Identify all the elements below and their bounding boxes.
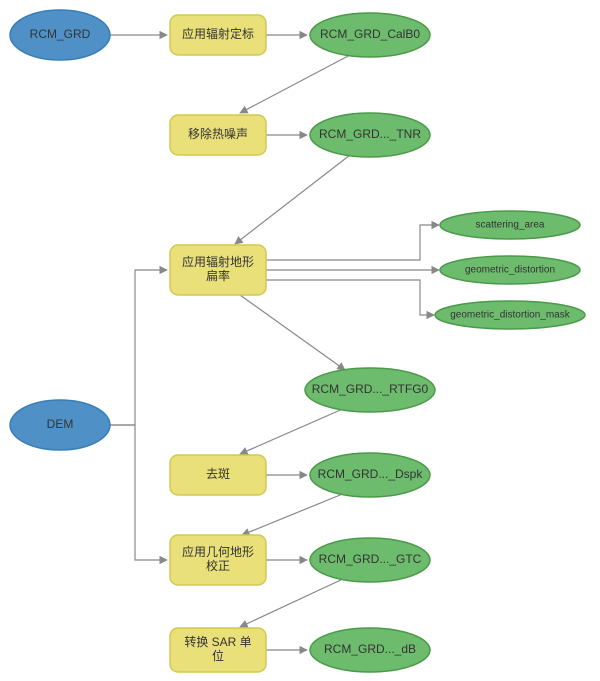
node-label-o_gtc: RCM_GRD..._GTC	[319, 552, 422, 566]
node-o_scat: scattering_area	[440, 211, 580, 239]
node-p_db: 转换 SAR 单位	[170, 628, 266, 672]
node-o_gdist: geometric_distortion	[440, 256, 580, 284]
node-o_tnr: RCM_GRD..._TNR	[310, 113, 430, 157]
node-label-o_dspk: RCM_GRD..._Dspk	[318, 467, 424, 481]
edge-dem-p_gtc	[110, 425, 167, 560]
node-p_rtf: 应用辐射地形扁率	[170, 245, 266, 295]
node-o_gtc: RCM_GRD..._GTC	[310, 538, 430, 582]
node-label-p_tnr: 移除热噪声	[188, 126, 248, 141]
node-label-o_rtfg0: RCM_GRD..._RTFG0	[312, 382, 429, 396]
node-label-p_gtc-l0: 应用几何地形	[182, 544, 254, 559]
node-p_radcal: 应用辐射定标	[170, 15, 266, 55]
node-label-p_gtc-l1: 校正	[206, 558, 230, 573]
node-o_dspk: RCM_GRD..._Dspk	[310, 453, 430, 497]
edge-p_rtf-o_rtfg0	[240, 295, 345, 370]
node-label-p_radcal: 应用辐射定标	[182, 26, 254, 41]
edge-o_calb0-p_tnr	[240, 55, 350, 113]
node-label-p_dspk: 去斑	[206, 467, 230, 481]
node-o_gmask: geometric_distortion_mask	[435, 301, 585, 329]
edge-p_rtf-o_gmask	[266, 280, 434, 315]
node-label-o_gmask: geometric_distortion_mask	[450, 310, 570, 321]
node-p_dspk: 去斑	[170, 455, 266, 495]
edge-o_tnr-p_rtf	[235, 155, 350, 244]
flowchart-canvas: RCM_GRD DEM 应用辐射定标移除热噪声应用辐射地形扁率去斑应用几何地形校正转…	[0, 0, 600, 681]
edge-p_rtf-o_scat	[266, 225, 439, 260]
node-label-dem: DEM	[47, 417, 74, 431]
node-o_db: RCM_GRD..._dB	[310, 628, 430, 672]
node-label-o_gdist: geometric_distortion	[465, 265, 555, 276]
node-dem: DEM	[10, 400, 110, 450]
node-o_rtfg0: RCM_GRD..._RTFG0	[305, 368, 435, 412]
edge-o_dspk-p_gtc	[242, 493, 345, 535]
node-p_tnr: 移除热噪声	[170, 115, 266, 155]
node-label-o_calb0: RCM_GRD_CalB0	[320, 27, 420, 41]
node-o_calb0: RCM_GRD_CalB0	[310, 13, 430, 57]
node-label-p_rtf-l0: 应用辐射地形	[182, 254, 254, 269]
edge-dem-p_rtf	[110, 270, 167, 425]
node-label-p_rtf-l1: 扁率	[206, 268, 230, 283]
edge-o_rtfg0-p_dspk	[240, 408, 345, 454]
node-rcm_grd: RCM_GRD	[10, 10, 110, 60]
node-label-o_db: RCM_GRD..._dB	[324, 642, 416, 656]
node-label-rcm_grd: RCM_GRD	[30, 27, 91, 41]
node-label-p_db-l1: 位	[212, 648, 224, 663]
node-label-o_scat: scattering_area	[476, 220, 545, 231]
node-label-o_tnr: RCM_GRD..._TNR	[319, 127, 421, 141]
node-label-p_db-l0: 转换 SAR 单	[184, 634, 251, 649]
node-p_gtc: 应用几何地形校正	[170, 535, 266, 585]
